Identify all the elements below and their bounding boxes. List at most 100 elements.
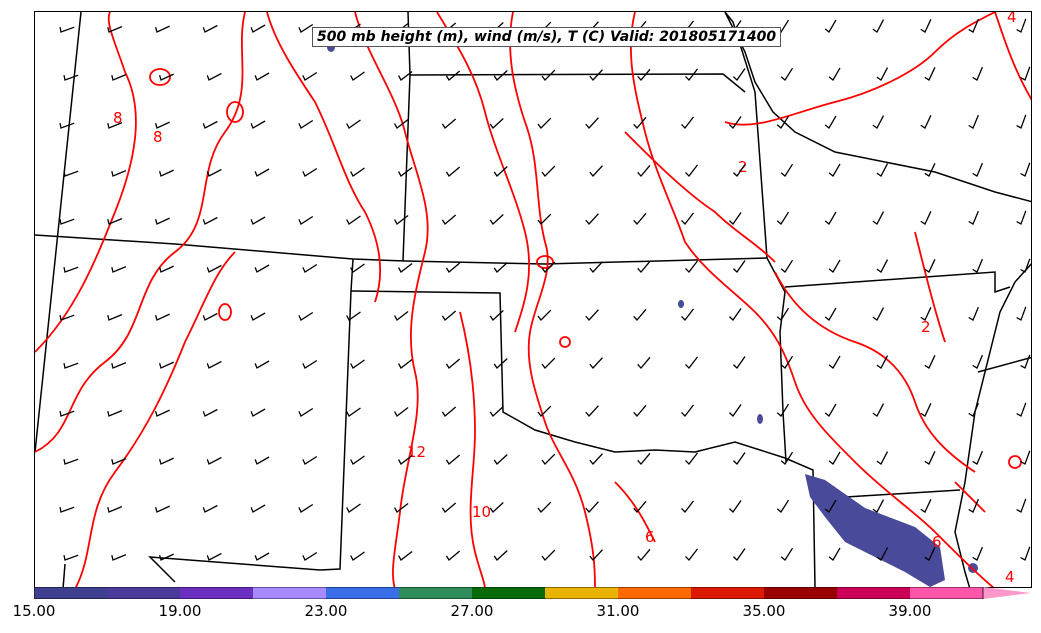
wind-barb xyxy=(206,360,222,369)
wind-barb xyxy=(111,74,127,81)
wind-barb xyxy=(111,362,127,369)
contour-label: 6 xyxy=(932,533,942,551)
wind-barb xyxy=(254,360,270,369)
wind-barb xyxy=(924,451,936,465)
wind-barb xyxy=(398,550,413,561)
wind-barb xyxy=(876,355,889,369)
wind-barb xyxy=(298,23,314,33)
wind-barb xyxy=(828,547,841,561)
colorbar-tick-label: 23.00 xyxy=(304,602,348,620)
wind-barb xyxy=(394,502,409,513)
wind-barb xyxy=(206,264,222,273)
wind-barb xyxy=(637,260,651,273)
wind-barb xyxy=(968,498,979,513)
wind-barb xyxy=(206,552,222,561)
wind-barb xyxy=(685,452,699,465)
wind-barb xyxy=(537,309,552,321)
wind-barb xyxy=(633,212,647,225)
wind-barb xyxy=(346,503,361,513)
wind-barb xyxy=(872,307,885,321)
wind-barb xyxy=(872,115,885,129)
wind-barb xyxy=(780,67,794,81)
wind-barb xyxy=(920,499,932,513)
wind-barb xyxy=(59,506,75,513)
wind-barb xyxy=(1020,66,1031,81)
colorbar-extension xyxy=(983,587,1031,599)
wind-barb xyxy=(250,504,266,513)
wind-barb xyxy=(250,24,266,33)
wind-barb xyxy=(158,553,174,561)
wind-barb xyxy=(445,70,461,81)
wind-barb xyxy=(493,454,508,465)
wind-barb xyxy=(1016,18,1027,33)
wind-barb xyxy=(59,410,75,417)
wind-barb xyxy=(302,71,318,81)
wind-barb xyxy=(346,119,361,129)
wind-barb xyxy=(972,162,983,177)
wind-barbs xyxy=(59,18,1031,561)
wind-barb xyxy=(541,261,556,273)
wind-barb xyxy=(872,211,885,225)
wind-barb xyxy=(107,506,123,513)
wind-barb xyxy=(111,266,127,273)
wind-barb xyxy=(780,259,794,273)
wind-barb xyxy=(206,168,222,177)
colorbar-outline xyxy=(34,587,984,599)
wind-barb xyxy=(302,263,318,273)
wind-barb xyxy=(968,114,979,129)
wind-barb xyxy=(637,68,651,81)
wind-barb xyxy=(541,69,556,81)
wind-barb xyxy=(541,453,556,465)
wind-barb xyxy=(972,354,983,369)
wind-barb xyxy=(541,165,556,177)
wind-barb xyxy=(732,260,746,273)
wind-barb xyxy=(154,25,170,33)
wind-barb xyxy=(107,122,123,129)
wind-barb xyxy=(1016,114,1027,129)
wind-barb xyxy=(441,310,457,321)
wind-barb xyxy=(589,69,603,81)
wind-barb xyxy=(350,263,365,273)
wind-barb xyxy=(537,213,552,225)
wind-barb xyxy=(63,458,79,465)
wind-barb xyxy=(1016,498,1027,513)
wind-barb xyxy=(441,502,457,513)
wind-barb xyxy=(685,68,699,81)
contour-label: 6 xyxy=(645,528,655,546)
wind-barb xyxy=(111,170,127,177)
wind-barb xyxy=(398,454,413,465)
wind-barb xyxy=(350,455,365,465)
wind-barb xyxy=(728,404,742,417)
wind-barb xyxy=(824,211,837,225)
temperature-contours xyxy=(35,12,1031,587)
wind-barb xyxy=(350,167,365,177)
wind-barb xyxy=(776,115,790,129)
colorbar-tick-label: 27.00 xyxy=(450,602,494,620)
wind-barb xyxy=(107,314,123,321)
wind-barb xyxy=(920,211,932,225)
wind-barb xyxy=(254,72,270,81)
wind-barb xyxy=(728,500,742,513)
wind-barb xyxy=(585,213,599,225)
wind-barb xyxy=(350,71,365,81)
colorbar-tick-label: 31.00 xyxy=(596,602,640,620)
wind-barb xyxy=(924,163,936,177)
wind-barb xyxy=(968,210,979,225)
wind-barb xyxy=(924,67,936,81)
wind-barb xyxy=(876,451,889,465)
wind-barb xyxy=(59,122,75,129)
wind-barb xyxy=(154,409,170,417)
wind-barb xyxy=(681,116,695,129)
wind-barb xyxy=(441,406,457,417)
wind-barb xyxy=(633,308,647,321)
wind-barb xyxy=(585,501,599,513)
wind-barb xyxy=(158,457,174,465)
wind-barb xyxy=(637,452,651,465)
colorbar-segment xyxy=(253,587,326,599)
wind-barb xyxy=(298,215,314,225)
wind-barb xyxy=(968,402,979,417)
wind-barb xyxy=(876,67,889,81)
wind-barb xyxy=(202,24,218,33)
wind-barb xyxy=(685,356,699,369)
wind-barb xyxy=(872,403,885,417)
